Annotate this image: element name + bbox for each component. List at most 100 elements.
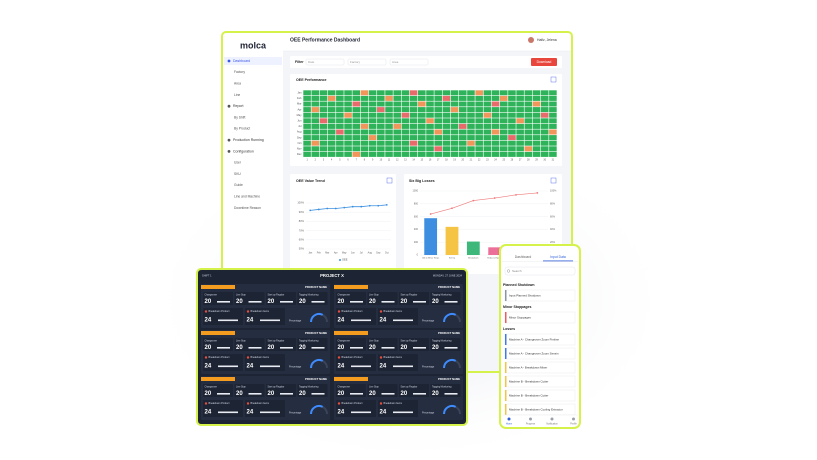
submenu-item[interactable]: Area [234, 81, 241, 85]
filter-field[interactable] [305, 58, 345, 66]
submenu-item[interactable]: Factory [234, 70, 245, 74]
menu-item[interactable]: Report [233, 104, 244, 108]
metric-value: 20 [205, 299, 212, 305]
alert-dot [337, 310, 341, 313]
heatmap-cell [426, 140, 434, 146]
menu-item[interactable]: Production Running [233, 138, 264, 142]
heatmap-cell [540, 129, 549, 135]
submenu-item[interactable]: By Shift [234, 115, 245, 119]
submenu-item[interactable]: SKU [234, 172, 241, 176]
metric-label: Changeover [338, 386, 351, 389]
nav-label[interactable]: Profile [570, 423, 577, 426]
heatmap-cell [483, 140, 492, 146]
metric-label: Start up Regular [401, 294, 418, 297]
submenu-item[interactable]: Guide [234, 183, 243, 187]
monitor-title: PROJECT X [320, 273, 344, 278]
heatmap-cell [319, 140, 328, 146]
tile-product: PRODUCT NAME [438, 331, 460, 335]
menu-item[interactable]: Configuration [233, 149, 254, 153]
menu-active-bg [224, 57, 282, 65]
heatmap-col-label: 26 [511, 159, 514, 161]
metric-value: 20 [401, 299, 408, 305]
tab[interactable]: Dashboard [515, 255, 532, 259]
heatmap-col-label: 25 [502, 159, 505, 161]
alert-dot [379, 310, 383, 313]
heatmap-cell [532, 146, 541, 152]
heatmap-cell [409, 129, 418, 135]
alert-dot [204, 356, 208, 359]
pareto-point [515, 193, 517, 196]
heatmap-cell [434, 101, 442, 107]
nav-label[interactable]: Progress [526, 423, 536, 426]
submenu-item[interactable]: Line and Machine [234, 194, 260, 198]
nav-label[interactable]: Notification [546, 423, 558, 426]
nav-icon [572, 417, 575, 421]
user-name: Hafiz, Jelena [537, 38, 557, 42]
heatmap-cell [450, 140, 459, 146]
heatmap-cell [426, 118, 434, 124]
search-placeholder: Search [512, 269, 522, 273]
trend-line [310, 204, 387, 211]
heatmap-cell [352, 112, 361, 118]
submenu-item[interactable]: User [234, 161, 242, 165]
nav-label[interactable]: Home [506, 424, 513, 426]
heatmap-cell [311, 95, 320, 101]
heatmap-cell [491, 123, 500, 129]
heatmap-row-label: May [297, 113, 303, 117]
filter-field[interactable] [347, 58, 387, 66]
item-label: Machine B - Breakdown Cutter [509, 393, 548, 397]
heatmap-cell [360, 112, 369, 118]
heatmap-cell [426, 90, 434, 96]
heatmap-cell [344, 123, 352, 129]
filter-field[interactable] [389, 58, 429, 66]
download-button[interactable] [531, 58, 557, 66]
heatmap-col-label: 23 [486, 159, 489, 161]
heatmap-cell [418, 151, 426, 157]
search-box[interactable] [504, 266, 576, 276]
heatmap-cell [540, 90, 549, 96]
submenu-item[interactable]: By Product [234, 127, 250, 131]
tab[interactable]: Input Data [550, 255, 566, 259]
alert-bar [393, 319, 413, 322]
alert-bar [260, 411, 280, 414]
heatmap-cell [516, 95, 524, 101]
gauge-value [443, 405, 457, 415]
item-label: Machine A - Breakdown Mixer [509, 365, 547, 369]
heatmap-cell [442, 129, 451, 135]
heatmap-cell [368, 151, 377, 157]
metric-bar [350, 301, 363, 303]
heatmap-cell [319, 90, 328, 96]
filter-field-text: Factory [350, 60, 361, 64]
heatmap-cell [360, 101, 369, 107]
heatmap-cell [368, 135, 377, 141]
alert-dot [246, 402, 250, 405]
heatmap-cell [467, 101, 475, 107]
heatmap-cell [467, 129, 475, 135]
submenu-item[interactable]: Downtime Reason [234, 206, 261, 210]
menu-item[interactable]: Dashboard [233, 59, 250, 63]
heatmap-cell [540, 95, 549, 101]
heatmap-cell [475, 123, 483, 129]
heatmap-cell [377, 123, 385, 129]
gauge-value [310, 313, 324, 323]
heatmap-cell [377, 90, 385, 96]
menu-icon [227, 104, 231, 108]
submenu-item[interactable]: Line [234, 93, 240, 97]
item-label: Minor Stoppages [509, 315, 531, 319]
heatmap-col-label: 30 [543, 159, 546, 161]
heatmap-cell [377, 101, 385, 107]
heatmap-cell [327, 140, 336, 146]
heatmap-cell [475, 151, 483, 157]
alert-label: Breakdown Product [342, 310, 363, 313]
heatmap-cell [499, 146, 508, 152]
heatmap-cell [377, 135, 385, 141]
heatmap-cell [352, 95, 361, 101]
y-tick-label: 600 [414, 215, 419, 218]
heatmap-cell [426, 107, 434, 113]
heatmap-cell [360, 129, 369, 135]
pareto-line [430, 192, 538, 215]
heatmap-cell [327, 151, 336, 157]
heatmap-cell [393, 135, 402, 141]
tile-tag [201, 377, 235, 381]
item-color-bar [505, 312, 507, 323]
